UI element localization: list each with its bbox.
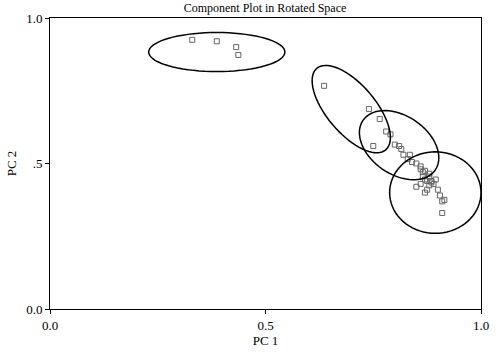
svg-text:PC 1: PC 1 [253,333,279,348]
svg-text:1.0: 1.0 [26,11,42,26]
svg-text:.5: .5 [33,156,43,171]
svg-text:1.0: 1.0 [473,318,489,333]
svg-text:PC 2: PC 2 [4,151,19,177]
svg-text:0.0: 0.0 [42,318,58,333]
svg-text:0.5: 0.5 [257,318,273,333]
svg-text:0.0: 0.0 [26,302,42,317]
svg-text:Component Plot in Rotated Spac: Component Plot in Rotated Space [184,1,347,15]
